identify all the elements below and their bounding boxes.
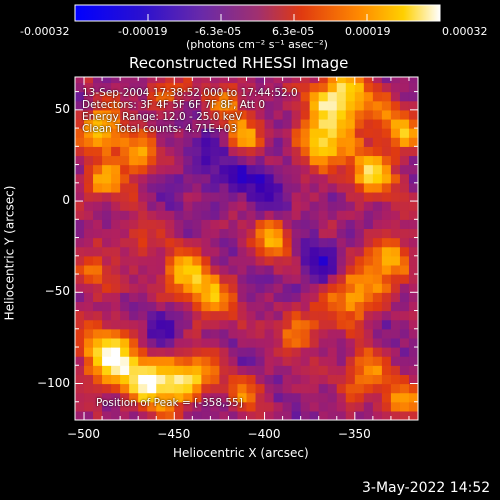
y-tick-label: 0: [62, 193, 70, 208]
colorbar: [74, 4, 441, 22]
y-tick-label: −100: [37, 375, 70, 390]
colorbar-tick-label: 6.3e-05: [272, 25, 315, 38]
annotation-peak: Position of Peak = [-358,55]: [96, 397, 243, 409]
annotation-detectors: Detectors: 3F 4F 5F 6F 7F 8F, Att 0: [82, 99, 266, 111]
colorbar-tick-label: -0.00019: [118, 25, 168, 38]
footer-date: 3-May-2022 14:52: [362, 480, 491, 496]
x-axis-label: Heliocentric X (arcsec): [173, 446, 309, 460]
colorbar-units: (photons cm⁻² s⁻¹ asec⁻²): [186, 38, 328, 51]
colorbar-ticks: [74, 14, 441, 21]
heatmap-image: [75, 77, 418, 420]
x-tick-label: −350: [337, 427, 371, 441]
x-tick-label: −400: [247, 427, 281, 441]
axes: [75, 77, 418, 420]
annotation-time: 13-Sep-2004 17:38:52.000 to 17:44:52.0: [82, 87, 298, 99]
colorbar-tick-label: -0.00032: [20, 25, 70, 38]
annotation-energy: Energy Range: 12.0 - 25.0 keV: [82, 111, 243, 123]
chart-title: Reconstructed RHESSI Image: [129, 54, 349, 72]
annotation-counts: Clean Total counts: 4.71E+03: [82, 123, 238, 135]
colorbar-tick-label: 0.00019: [345, 25, 391, 38]
y-tick-label: −50: [44, 284, 70, 299]
x-tick-label: −500: [67, 427, 100, 441]
y-axis-label: Heliocentric Y (arcsec): [2, 185, 17, 321]
x-tick-label: −450: [157, 427, 191, 441]
colorbar-tick-label: 0.00032: [442, 25, 488, 38]
y-tick-label: 50: [54, 101, 70, 116]
colorbar-tick-label: -6.3e-05: [195, 25, 242, 38]
